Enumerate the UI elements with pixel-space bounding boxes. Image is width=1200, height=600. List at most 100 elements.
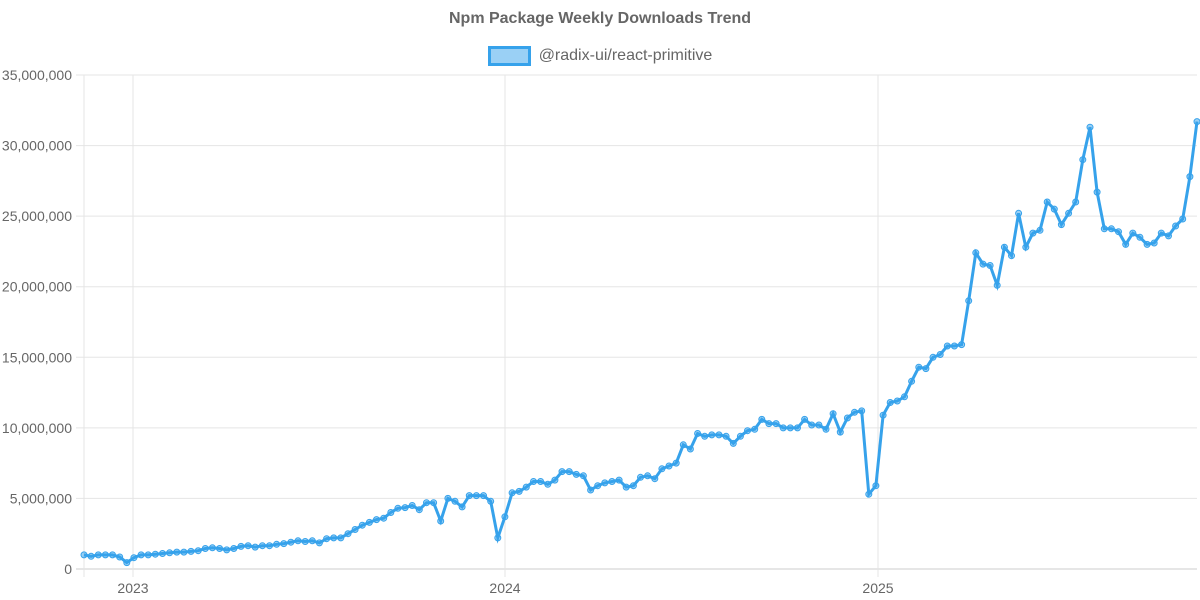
data-point[interactable] bbox=[1179, 215, 1187, 223]
data-point[interactable] bbox=[323, 535, 331, 543]
data-point[interactable] bbox=[515, 487, 523, 495]
data-point[interactable] bbox=[1143, 240, 1151, 248]
data-point[interactable] bbox=[544, 480, 552, 488]
data-point[interactable] bbox=[159, 550, 166, 557]
data-point[interactable] bbox=[786, 424, 794, 432]
data-point[interactable] bbox=[173, 548, 181, 556]
data-point[interactable] bbox=[608, 478, 616, 485]
data-point[interactable] bbox=[216, 545, 224, 552]
data-point[interactable] bbox=[779, 424, 787, 432]
data-point[interactable] bbox=[893, 397, 901, 405]
data-point[interactable] bbox=[922, 365, 930, 373]
data-point[interactable] bbox=[401, 504, 409, 512]
data-point[interactable] bbox=[637, 473, 644, 481]
data-point[interactable] bbox=[151, 550, 159, 558]
data-point[interactable] bbox=[629, 482, 637, 490]
data-point[interactable] bbox=[380, 514, 388, 522]
data-point[interactable] bbox=[337, 534, 345, 542]
data-point[interactable] bbox=[458, 503, 466, 511]
data-point[interactable] bbox=[1129, 229, 1137, 237]
data-point[interactable] bbox=[1036, 226, 1044, 234]
data-point[interactable] bbox=[729, 439, 737, 447]
data-point[interactable] bbox=[1186, 173, 1194, 181]
data-point[interactable] bbox=[722, 432, 730, 440]
data-point[interactable] bbox=[408, 502, 416, 509]
data-point[interactable] bbox=[672, 459, 680, 467]
data-point[interactable] bbox=[858, 407, 866, 415]
data-point[interactable] bbox=[130, 554, 138, 562]
data-point[interactable] bbox=[116, 553, 124, 561]
data-point[interactable] bbox=[708, 431, 716, 439]
data-point[interactable] bbox=[201, 545, 209, 552]
data-point[interactable] bbox=[993, 281, 1001, 289]
data-point[interactable] bbox=[180, 548, 188, 556]
data-point[interactable] bbox=[872, 482, 880, 490]
data-point[interactable] bbox=[758, 415, 766, 423]
data-point[interactable] bbox=[808, 421, 816, 429]
data-point[interactable] bbox=[958, 341, 966, 349]
data-point[interactable] bbox=[836, 428, 844, 436]
data-point[interactable] bbox=[430, 499, 438, 507]
data-point[interactable] bbox=[1065, 209, 1073, 217]
data-point[interactable] bbox=[1136, 233, 1144, 241]
data-point[interactable] bbox=[394, 504, 402, 512]
data-point[interactable] bbox=[965, 297, 973, 305]
data-point[interactable] bbox=[80, 551, 88, 559]
data-point[interactable] bbox=[565, 468, 573, 476]
data-point[interactable] bbox=[701, 432, 709, 440]
data-point[interactable] bbox=[223, 546, 231, 554]
data-point[interactable] bbox=[651, 475, 659, 483]
data-point[interactable] bbox=[508, 489, 516, 497]
data-point[interactable] bbox=[137, 551, 145, 559]
data-point[interactable] bbox=[979, 260, 987, 268]
data-point[interactable] bbox=[551, 476, 559, 484]
data-point[interactable] bbox=[365, 518, 373, 526]
data-point[interactable] bbox=[950, 342, 958, 350]
data-point[interactable] bbox=[943, 342, 951, 350]
data-point[interactable] bbox=[301, 538, 309, 545]
data-point[interactable] bbox=[315, 539, 323, 547]
data-point[interactable] bbox=[330, 534, 338, 542]
data-point[interactable] bbox=[1150, 239, 1158, 247]
data-point[interactable] bbox=[87, 552, 95, 560]
data-point[interactable] bbox=[423, 499, 430, 507]
data-point[interactable] bbox=[1079, 156, 1087, 164]
data-point[interactable] bbox=[829, 410, 837, 418]
data-point[interactable] bbox=[287, 538, 295, 546]
data-point[interactable] bbox=[280, 540, 288, 548]
data-point[interactable] bbox=[1165, 232, 1172, 240]
data-point[interactable] bbox=[1029, 229, 1037, 237]
data-point[interactable] bbox=[358, 521, 366, 529]
data-point[interactable] bbox=[522, 483, 530, 491]
data-point[interactable] bbox=[936, 351, 944, 358]
data-point[interactable] bbox=[572, 470, 580, 478]
data-point[interactable] bbox=[929, 353, 937, 361]
data-point[interactable] bbox=[694, 430, 702, 437]
data-point[interactable] bbox=[415, 506, 423, 514]
data-point[interactable] bbox=[194, 547, 202, 555]
data-point[interactable] bbox=[487, 497, 495, 505]
data-point[interactable] bbox=[865, 490, 873, 498]
data-point[interactable] bbox=[601, 479, 609, 487]
data-point[interactable] bbox=[251, 543, 259, 551]
data-point[interactable] bbox=[451, 497, 459, 505]
data-point[interactable] bbox=[794, 424, 801, 432]
data-point[interactable] bbox=[594, 482, 602, 490]
data-point[interactable] bbox=[1107, 225, 1115, 233]
data-point[interactable] bbox=[273, 540, 281, 548]
data-point[interactable] bbox=[765, 420, 773, 428]
data-point[interactable] bbox=[622, 483, 630, 491]
data-point[interactable] bbox=[187, 547, 195, 555]
data-point[interactable] bbox=[679, 441, 687, 449]
data-point[interactable] bbox=[772, 420, 780, 428]
data-point[interactable] bbox=[351, 526, 359, 533]
data-point[interactable] bbox=[472, 492, 480, 500]
data-point[interactable] bbox=[908, 377, 916, 385]
data-point[interactable] bbox=[1015, 209, 1023, 217]
data-point[interactable] bbox=[109, 551, 116, 559]
data-point[interactable] bbox=[166, 549, 174, 557]
data-point[interactable] bbox=[644, 472, 652, 480]
data-point[interactable] bbox=[686, 445, 694, 453]
data-point[interactable] bbox=[736, 432, 744, 440]
data-point[interactable] bbox=[465, 492, 473, 500]
